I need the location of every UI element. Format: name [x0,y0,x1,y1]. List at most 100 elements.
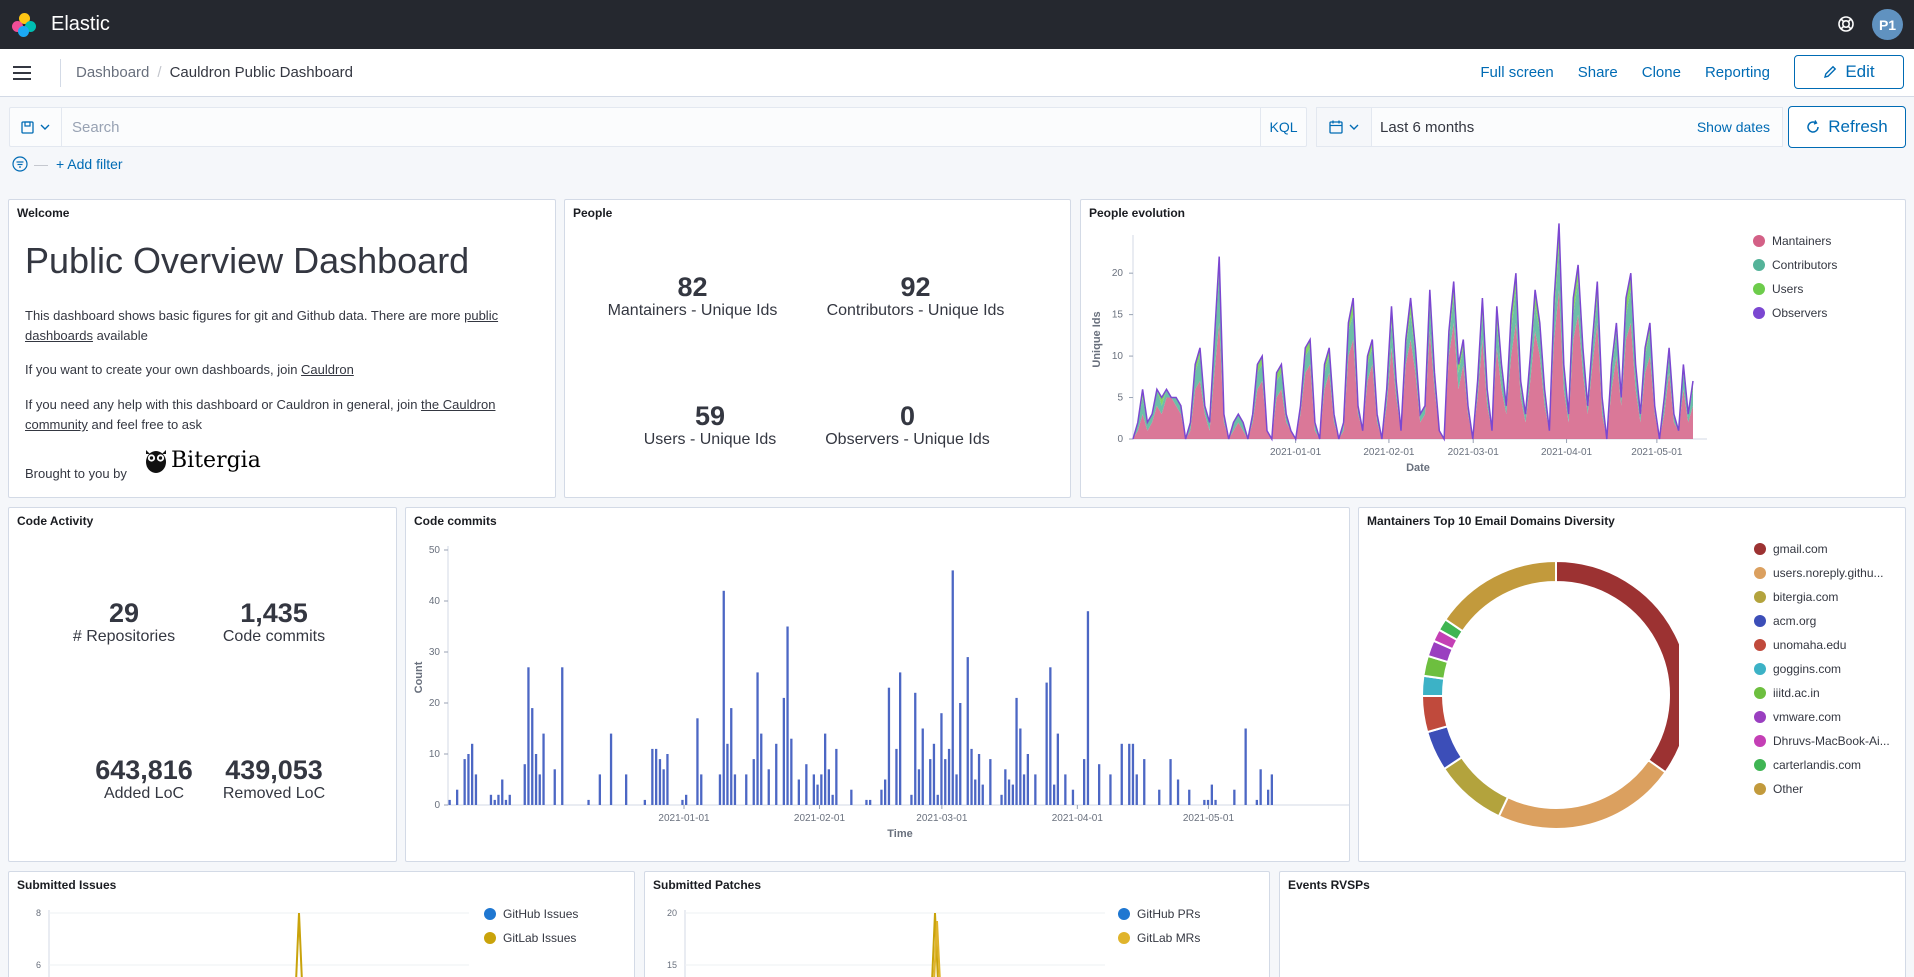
legend-item[interactable]: Observers [1753,301,1837,325]
legend-label: gmail.com [1773,542,1828,556]
commit-bar [666,754,669,805]
legend-item[interactable]: unomaha.edu [1754,633,1890,657]
commit-bar [1244,728,1247,805]
add-filter-button[interactable]: + Add filter [56,156,123,172]
user-avatar[interactable]: P1 [1872,9,1903,40]
panel-title: People [573,206,613,220]
commit-bar [936,794,939,805]
legend-item[interactable]: acm.org [1754,609,1890,633]
full-screen-button[interactable]: Full screen [1480,63,1554,81]
commit-bar [940,713,943,805]
y-tick-label: 6 [36,960,41,970]
panel-title: Code Activity [17,514,94,528]
legend-item[interactable]: Contributors [1753,253,1837,277]
legend-item[interactable]: Users [1753,277,1837,301]
domains-donut-chart [1420,559,1679,830]
commit-bar [929,759,932,805]
legend-item[interactable]: Dhruvs-MacBook-Ai... [1754,729,1890,753]
chevron-down-icon [40,124,50,130]
legend-dot [1754,639,1766,651]
metric-repositories: 29 # Repositories [64,598,184,646]
y-tick-label: 50 [429,545,441,556]
date-range-text[interactable]: Last 6 months [1380,118,1475,136]
cauldron-community-link[interactable]: the Cauldron community [25,397,496,432]
legend-item[interactable]: GitLab MRs [1118,926,1200,950]
commit-bar [820,774,823,805]
legend-item[interactable]: Other [1754,777,1890,801]
show-dates-button[interactable]: Show dates [1696,119,1770,135]
legend-item[interactable]: users.noreply.githu... [1754,561,1890,585]
legend-item[interactable]: goggins.com [1754,657,1890,681]
metric-value: 59 [694,401,726,431]
filter-options-icon[interactable] [12,156,28,172]
legend-item[interactable]: vmware.com [1754,705,1890,729]
x-axis-title: Date [1406,462,1430,474]
legend-dot [1754,759,1766,771]
commit-bar [812,774,815,805]
commit-bar [643,799,646,805]
commit-bar [966,657,969,805]
commit-bar [947,748,951,805]
reporting-button[interactable]: Reporting [1704,63,1770,81]
legend-item[interactable]: Mantainers [1753,229,1837,253]
commit-bar [467,754,470,805]
commit-bar [827,769,830,805]
commit-bar [932,743,936,805]
metric-label: Mantainers - Unique Ids [607,302,778,319]
commit-bar [681,799,684,805]
x-tick-label: 2021-01-01 [658,813,710,824]
public-dashboards-link[interactable]: public dashboards [25,308,499,343]
commit-bar [718,774,722,805]
saved-query-button[interactable] [10,108,62,146]
quick-menu-button[interactable] [1317,108,1372,146]
commit-bar [895,748,898,805]
metric-value: 92 [900,272,931,302]
commit-bar [1071,789,1075,805]
edit-button[interactable]: Edit [1794,55,1904,89]
x-tick-label: 2021-03-01 [916,813,968,824]
commit-bar [1064,774,1067,805]
commit-bar [1049,667,1052,805]
commit-bar [835,748,838,805]
commit-bar [609,733,613,805]
metric-label: Contributors - Unique Ids [826,302,1005,319]
breadcrumb-current: Cauldron Public Dashboard [169,64,354,81]
legend-dot [1753,307,1765,319]
welcome-paragraph: This dashboard shows basic figures for g… [25,306,545,346]
panel-title: Mantainers Top 10 Email Domains Diversit… [1367,514,1615,528]
legend-dot [1754,591,1766,603]
commit-bar [501,779,504,805]
series-spike [933,920,941,977]
menu-icon[interactable] [0,49,44,97]
elastic-logo-icon[interactable] [12,12,36,37]
y-tick-label: 0 [1117,434,1123,445]
help-icon[interactable] [1836,14,1856,34]
save-icon [21,120,34,134]
commit-bar [474,774,478,805]
metric-label: Removed LoC [222,785,326,802]
refresh-button[interactable]: Refresh [1788,106,1906,148]
commit-bar [489,794,493,805]
legend-item[interactable]: bitergia.com [1754,585,1890,609]
pencil-icon [1824,65,1837,78]
y-axis-title: Unique Ids [1091,311,1103,367]
search-input[interactable] [62,108,1260,146]
share-button[interactable]: Share [1577,63,1618,81]
legend-item[interactable]: GitHub PRs [1118,902,1200,926]
legend-item[interactable]: GitHub Issues [484,902,578,926]
domains-panel: Mantainers Top 10 Email Domains Diversit… [1358,507,1906,862]
bitergia-logo[interactable]: Bitergia [143,446,261,474]
metric-code-commits: 1,435 Code commits [209,598,339,646]
clone-button[interactable]: Clone [1641,63,1681,81]
commit-bar [1259,769,1262,805]
commit-bar [797,779,800,805]
legend-item[interactable]: carterlandis.com [1754,753,1890,777]
legend-item[interactable]: GitLab Issues [484,926,578,950]
cauldron-link[interactable]: Cauldron [301,362,354,377]
breadcrumb-dashboard[interactable]: Dashboard [76,64,150,81]
legend-item[interactable]: iiitd.ac.in [1754,681,1890,705]
legend-item[interactable]: gmail.com [1754,537,1890,561]
welcome-heading: Public Overview Dashboard [25,240,470,281]
kql-language-button[interactable]: KQL [1260,108,1306,146]
commit-bar [1086,611,1090,805]
